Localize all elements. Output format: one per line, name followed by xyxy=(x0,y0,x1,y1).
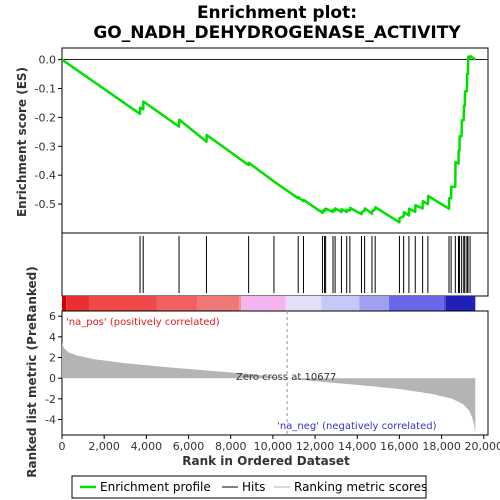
x-axis-label: Rank in Ordered Dataset xyxy=(182,454,350,468)
x-tick-label: 6,000 xyxy=(173,440,205,453)
colorbar-segment xyxy=(321,296,360,311)
x-tick-label: 8,000 xyxy=(215,440,247,453)
x-axis: 0 2,000 4,000 6,000 8,000 10,000 12,000 14,000 1… xyxy=(59,435,500,453)
rank-colorbar xyxy=(62,296,476,311)
colorbar-segment xyxy=(89,296,157,311)
colorbar-segment xyxy=(388,296,444,311)
colorbar-segment xyxy=(445,296,476,311)
colorbar-segment xyxy=(443,296,446,311)
es-y-tick-label: -0.1 xyxy=(35,82,56,95)
colorbar-segment xyxy=(239,296,242,311)
x-tick-label: 0 xyxy=(59,440,66,453)
es-plot-frame xyxy=(61,47,489,234)
legend-box xyxy=(71,475,427,499)
colorbar-segment xyxy=(241,296,286,311)
metric-y-tick-label: 0 xyxy=(49,372,56,385)
x-tick-label: 18,000 xyxy=(422,440,461,453)
metric-y-tick-label: 4 xyxy=(49,331,56,344)
negative-correlation-label: 'na_neg' (negatively correlated) xyxy=(277,421,436,432)
x-tick-label: 2,000 xyxy=(88,440,120,453)
metric-y-tick-label: -2 xyxy=(45,393,56,406)
es-y-tick-label: -0.3 xyxy=(35,140,56,153)
x-tick-label: 20,000 xyxy=(465,440,500,453)
es-y-tick-label: -0.4 xyxy=(35,169,56,182)
legend-label: Hits xyxy=(242,480,265,494)
x-tick-label: 16,000 xyxy=(380,440,419,453)
metric-panel: 6 4 2 0 -2 -4 'na_pos' (positively correlated)… xyxy=(45,310,489,436)
x-tick-label: 12,000 xyxy=(296,440,335,453)
hits-panel xyxy=(61,232,489,297)
colorbar-segment xyxy=(156,296,197,311)
legend: Enrichment profile Hits Ranking metric sco… xyxy=(71,475,427,499)
es-y-tick-label: -0.2 xyxy=(35,111,56,124)
metric-y-tick-label: 6 xyxy=(49,310,56,323)
es-axis-label: Enrichment score (ES) xyxy=(15,67,29,217)
chart-title: Enrichment plot: xyxy=(197,3,357,23)
colorbar-segment xyxy=(196,296,240,311)
metric-y-tick-label: 2 xyxy=(49,352,56,365)
enrichment-profile-line xyxy=(61,54,477,224)
colorbar-segment xyxy=(359,296,389,311)
x-tick-label: 14,000 xyxy=(338,440,377,453)
chart-subtitle: GO_NADH_DEHYDROGENASE_ACTIVITY xyxy=(93,23,461,43)
positive-correlation-label: 'na_pos' (positively correlated) xyxy=(66,317,220,328)
metric-y-tick-label: -4 xyxy=(45,414,56,427)
zero-cross-label: Zero cross at 10677 xyxy=(236,372,336,383)
hits-frame xyxy=(61,232,489,297)
colorbar-segment xyxy=(66,296,90,311)
es-y-tick-label: -0.5 xyxy=(35,198,56,211)
x-tick-label: 4,000 xyxy=(131,440,163,453)
legend-label: Ranking metric scores xyxy=(294,480,427,494)
colorbar-segment xyxy=(285,296,288,311)
legend-label: Enrichment profile xyxy=(100,480,211,494)
colorbar-segment xyxy=(287,296,322,311)
x-tick-label: 10,000 xyxy=(254,440,293,453)
metric-axis-label: Ranked list metric (PreRanked) xyxy=(25,266,39,478)
colorbar-segment xyxy=(62,296,67,311)
es-panel: 0.0 -0.1 -0.2 -0.3 -0.4 -0.5 xyxy=(35,47,489,234)
es-y-tick-label: 0.0 xyxy=(39,54,57,67)
